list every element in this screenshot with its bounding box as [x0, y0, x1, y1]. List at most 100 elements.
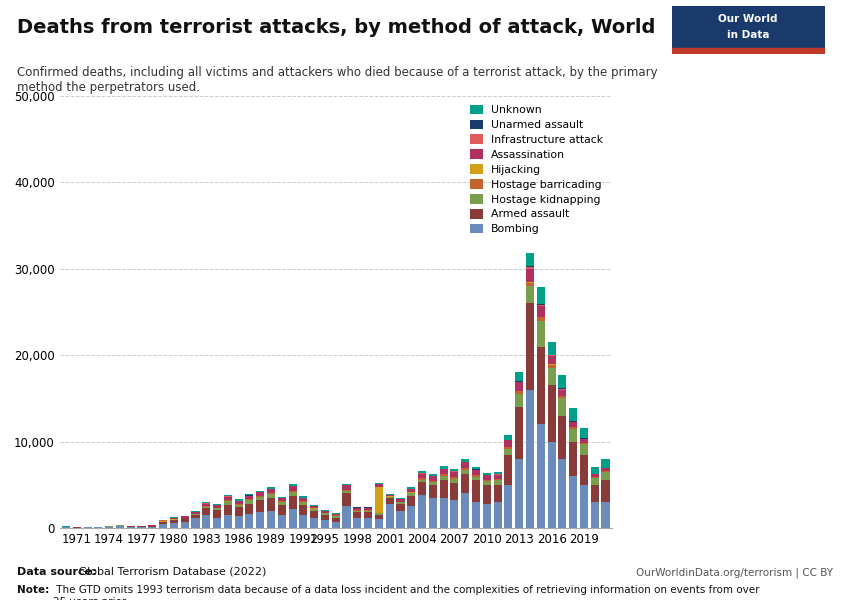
Bar: [267, 493, 275, 494]
Bar: [407, 493, 416, 496]
Bar: [428, 476, 437, 481]
Bar: [246, 514, 253, 528]
Bar: [375, 514, 383, 515]
Bar: [536, 287, 545, 304]
Bar: [407, 506, 416, 528]
Bar: [267, 498, 275, 511]
Bar: [343, 484, 350, 485]
Bar: [547, 341, 556, 355]
Bar: [170, 523, 178, 528]
Bar: [332, 514, 340, 515]
Bar: [536, 307, 545, 317]
Bar: [288, 492, 297, 496]
Bar: [224, 500, 232, 501]
Bar: [428, 474, 437, 476]
Bar: [299, 515, 308, 528]
Bar: [591, 478, 598, 485]
Bar: [343, 490, 350, 491]
Bar: [321, 514, 329, 515]
Bar: [450, 500, 458, 528]
Bar: [472, 477, 480, 481]
Text: Note:: Note:: [17, 585, 49, 595]
Bar: [332, 516, 340, 518]
Bar: [321, 511, 329, 513]
Bar: [462, 469, 469, 470]
Text: Our World: Our World: [718, 14, 778, 25]
Bar: [526, 269, 534, 282]
Bar: [472, 467, 480, 469]
Bar: [494, 475, 502, 479]
Bar: [364, 508, 372, 510]
Bar: [536, 305, 545, 307]
Bar: [570, 427, 577, 428]
Bar: [418, 478, 426, 479]
Bar: [396, 499, 405, 502]
Bar: [116, 526, 124, 528]
Bar: [570, 476, 577, 528]
Bar: [580, 444, 588, 455]
Bar: [62, 527, 70, 528]
Bar: [235, 505, 243, 507]
Bar: [386, 494, 394, 496]
Bar: [181, 515, 189, 516]
Bar: [558, 398, 566, 416]
Bar: [375, 484, 383, 487]
Bar: [547, 355, 556, 356]
Bar: [515, 391, 524, 394]
Bar: [407, 487, 416, 488]
Bar: [202, 508, 210, 515]
Bar: [364, 511, 372, 512]
Bar: [375, 520, 383, 528]
Bar: [536, 317, 545, 320]
Bar: [94, 527, 102, 528]
Bar: [310, 511, 318, 518]
Text: OurWorldinData.org/terrorism | CC BY: OurWorldinData.org/terrorism | CC BY: [636, 567, 833, 577]
Bar: [580, 428, 588, 439]
Bar: [439, 475, 448, 476]
Bar: [462, 470, 469, 475]
Bar: [396, 511, 405, 528]
Bar: [354, 512, 361, 518]
Bar: [343, 493, 350, 506]
Bar: [439, 476, 448, 481]
Bar: [428, 481, 437, 482]
Bar: [591, 485, 598, 502]
Bar: [213, 518, 221, 528]
Bar: [450, 477, 458, 479]
Text: Data source:: Data source:: [17, 567, 97, 577]
Bar: [202, 502, 210, 503]
Text: Deaths from terrorist attacks, by method of attack, World: Deaths from terrorist attacks, by method…: [17, 18, 655, 37]
Bar: [181, 522, 189, 528]
Bar: [591, 502, 598, 528]
Bar: [354, 506, 361, 508]
Bar: [310, 518, 318, 528]
Bar: [321, 520, 329, 528]
Bar: [602, 471, 609, 472]
Bar: [450, 479, 458, 483]
Bar: [591, 477, 598, 478]
Bar: [224, 515, 232, 528]
Bar: [332, 513, 340, 514]
Bar: [246, 494, 253, 496]
Bar: [494, 485, 502, 502]
Bar: [526, 390, 534, 528]
Bar: [213, 505, 221, 508]
Bar: [494, 481, 502, 485]
Bar: [191, 512, 200, 514]
Bar: [246, 499, 253, 500]
Bar: [558, 416, 566, 459]
Bar: [428, 498, 437, 528]
Bar: [483, 473, 490, 475]
Bar: [202, 503, 210, 506]
Bar: [246, 500, 253, 504]
Bar: [472, 481, 480, 502]
Bar: [472, 502, 480, 528]
Bar: [364, 512, 372, 518]
Legend: Unknown, Unarmed assault, Infrastructure attack, Assassination, Hijacking, Hosta: Unknown, Unarmed assault, Infrastructure…: [467, 101, 607, 238]
Text: Global Terrorism Database (2022): Global Terrorism Database (2022): [75, 567, 266, 577]
Bar: [526, 253, 534, 266]
Text: Confirmed deaths, including all victims and attackers who died because of a terr: Confirmed deaths, including all victims …: [17, 66, 658, 94]
Bar: [536, 320, 545, 347]
Bar: [191, 515, 200, 518]
Bar: [235, 501, 243, 504]
